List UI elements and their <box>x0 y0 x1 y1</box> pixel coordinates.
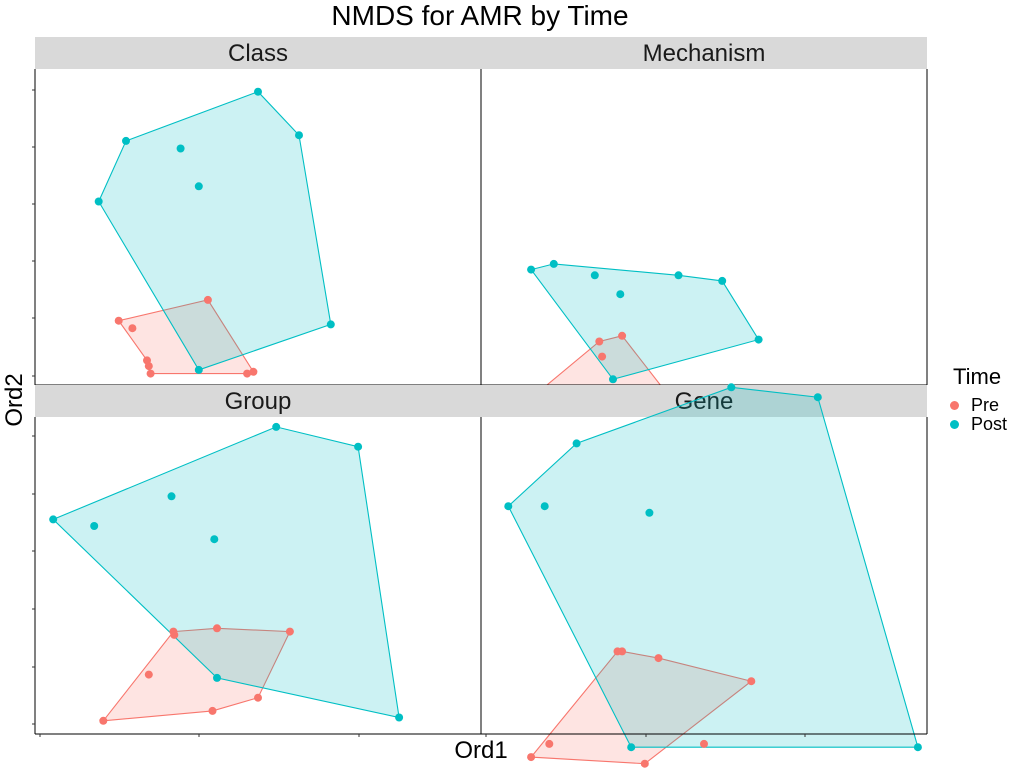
point-post <box>674 271 683 280</box>
point-post <box>90 522 99 530</box>
point-pre <box>654 654 663 663</box>
facet-strip <box>481 37 927 69</box>
point-pre <box>618 647 627 656</box>
point-post <box>213 673 221 682</box>
point-post <box>194 365 203 374</box>
point-post <box>395 713 404 722</box>
point-post <box>527 265 536 274</box>
point-post <box>354 442 363 451</box>
point-post <box>549 259 558 268</box>
point-post <box>194 182 203 191</box>
point-post <box>645 508 654 517</box>
point-post <box>718 276 727 285</box>
legend-item-post: Post <box>945 414 1008 434</box>
point-post <box>254 87 262 96</box>
point-post <box>210 535 219 544</box>
point-pre <box>144 362 153 371</box>
panel-background <box>481 417 927 734</box>
facet-strip-label: Mechanism <box>643 40 766 67</box>
point-pre <box>249 367 258 376</box>
chart-title: NMDS for AMR by Time <box>331 0 628 31</box>
point-post <box>122 136 130 145</box>
point-pre <box>208 706 217 715</box>
legend-dot-pre <box>949 401 959 410</box>
point-post <box>616 290 625 299</box>
facet-panel-mechanism: Mechanism <box>480 37 928 414</box>
point-post <box>272 422 281 431</box>
point-post <box>295 131 303 140</box>
legend-key-pre <box>945 397 963 415</box>
legend-item-pre: Pre <box>945 395 1007 415</box>
point-pre <box>203 295 212 304</box>
y-axis-label: Ord2 <box>1 373 28 426</box>
point-post <box>572 439 581 448</box>
point-pre <box>747 677 756 686</box>
point-pre <box>170 630 179 639</box>
point-post <box>94 197 103 206</box>
point-post <box>590 271 599 280</box>
point-pre <box>243 369 252 378</box>
point-post <box>49 515 58 524</box>
panel-background <box>35 417 481 734</box>
point-pre <box>595 337 604 346</box>
legend-label-pre: Pre <box>971 395 1000 415</box>
facet-strip-label: Gene <box>675 388 734 415</box>
facet-strip-label: Group <box>225 388 292 415</box>
point-pre <box>114 316 123 325</box>
point-post <box>326 320 335 329</box>
panel-background <box>35 69 481 385</box>
point-pre <box>213 624 221 633</box>
point-post <box>754 335 763 344</box>
point-pre <box>254 693 262 702</box>
point-pre <box>144 670 153 679</box>
facet-strip <box>35 385 481 417</box>
point-post <box>609 375 617 384</box>
facet-strip-label: Class <box>228 40 288 67</box>
point-pre <box>128 324 137 333</box>
point-post <box>504 502 513 511</box>
facet-panels: Class Mechanism Group Gene <box>32 37 928 768</box>
point-post <box>813 393 822 402</box>
panel-background <box>481 69 927 385</box>
point-pre <box>598 352 607 361</box>
facet-strip <box>35 37 481 69</box>
legend: Time Pre Post <box>945 364 1007 434</box>
point-pre <box>146 369 155 378</box>
facet-panel-class: Class <box>32 37 481 386</box>
point-pre <box>700 739 708 748</box>
facet-panel-gene: Gene <box>480 383 928 768</box>
point-pre <box>640 759 649 768</box>
facet-strip <box>481 385 927 417</box>
point-post <box>167 492 176 501</box>
legend-dot-post <box>949 420 959 429</box>
point-pre <box>285 627 294 636</box>
point-post <box>727 383 736 392</box>
legend-title: Time <box>953 364 1002 389</box>
legend-label-post: Post <box>971 414 1008 434</box>
x-axis-label: Ord1 <box>454 737 507 764</box>
hull-post <box>52 426 400 719</box>
facet-panel-group: Group <box>32 385 481 737</box>
point-pre <box>545 739 554 748</box>
legend-key-post <box>945 416 963 434</box>
point-post <box>913 743 922 752</box>
point-pre <box>527 753 536 762</box>
point-post <box>627 743 636 752</box>
point-post <box>176 144 185 153</box>
point-pre <box>99 716 108 725</box>
point-post <box>540 502 549 511</box>
point-pre <box>618 331 627 340</box>
